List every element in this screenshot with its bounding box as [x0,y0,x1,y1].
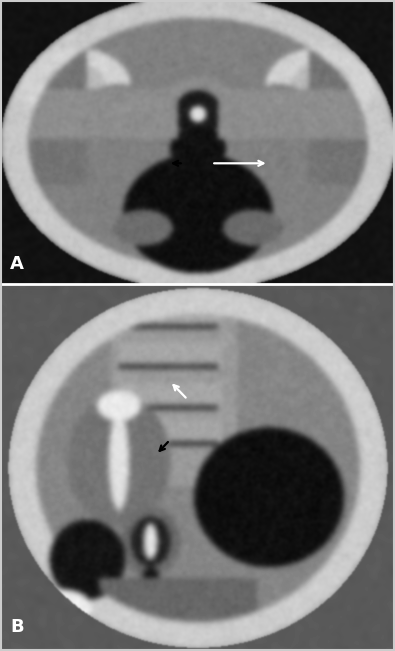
Text: A: A [10,255,24,273]
Text: B: B [10,618,23,636]
